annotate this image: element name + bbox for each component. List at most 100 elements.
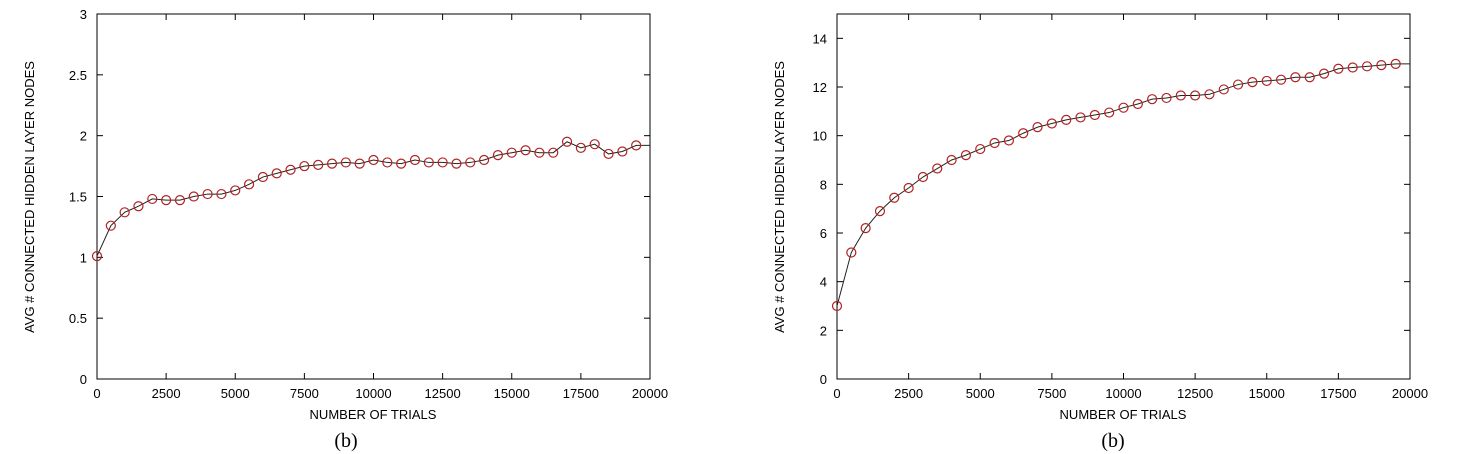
data-point [603, 148, 614, 160]
y-tick-label: 0.5 [69, 311, 87, 326]
data-point [506, 147, 517, 158]
data-point [1147, 94, 1158, 105]
chart-panel-right: 0 2500 5000 7500 10000 12500 15000 17500 20000 0 2… [740, 0, 1440, 454]
data-point [1204, 89, 1215, 100]
data-point [368, 154, 379, 166]
data-point [575, 142, 586, 153]
chart-panel-left: 0 2500 5000 7500 10000 12500 15000 17500 20000 0 0… [0, 0, 700, 454]
data-point [1361, 61, 1373, 72]
y-axis-label: AVG # CONNECTED HIDDEN LAYER NODES [22, 61, 37, 333]
data-point [1261, 75, 1272, 87]
x-tick-label: 0 [93, 386, 100, 401]
data-point [520, 145, 531, 156]
x-tick-label: 5000 [966, 386, 995, 401]
data-point [1118, 102, 1129, 113]
data-point [846, 247, 857, 258]
data-point [1304, 72, 1315, 83]
data-point [133, 201, 144, 212]
y-tick-label: 3 [80, 7, 87, 22]
data-point [230, 185, 241, 196]
y-tick-label: 6 [820, 226, 827, 241]
data-point [271, 168, 282, 179]
data-point [1347, 62, 1358, 73]
data-point [561, 136, 573, 147]
x-tick-label: 15000 [1249, 386, 1285, 401]
data-point [1089, 109, 1100, 121]
data-point [1318, 68, 1330, 79]
x-tick-label: 7500 [290, 386, 319, 401]
data-point [1061, 114, 1072, 125]
data-point [465, 157, 476, 168]
y-tick-label: 10 [813, 129, 827, 144]
x-tick-label: 17500 [563, 386, 599, 401]
x-tick-label: 2500 [894, 386, 923, 401]
data-point [396, 158, 407, 169]
data-point [1018, 128, 1029, 139]
data-point [548, 147, 559, 158]
data-point [1233, 79, 1244, 90]
plot-frame [96, 13, 651, 380]
data-point [492, 150, 504, 161]
y-tick-label: 4 [820, 275, 827, 290]
data-point [216, 188, 227, 200]
data-point [1290, 72, 1301, 83]
data-point [1218, 84, 1229, 95]
x-axis-label: NUMBER OF TRIALS [1060, 407, 1187, 422]
data-point [1333, 63, 1344, 74]
data-point [188, 191, 199, 202]
y-tick-label: 1 [80, 250, 87, 265]
chart-caption: (b) [334, 430, 358, 452]
x-tick-label: 5000 [221, 386, 250, 401]
data-point [119, 207, 130, 218]
data-point [975, 143, 986, 155]
y-tick-label: 2 [820, 323, 827, 338]
data-point [1003, 135, 1014, 146]
data-point [1046, 118, 1057, 129]
y-tick-label: 2.5 [69, 68, 87, 83]
x-tick-label: 15000 [494, 386, 530, 401]
data-point [631, 140, 642, 151]
data-point [1032, 122, 1043, 133]
x-tick-label: 12500 [1177, 386, 1213, 401]
chart-caption: (b) [1101, 430, 1125, 452]
x-tick-label: 7500 [1037, 386, 1066, 401]
data-point [174, 195, 186, 206]
data-point [903, 182, 914, 194]
data-point [313, 159, 324, 170]
y-tick-label: 8 [820, 177, 827, 192]
data-point [423, 157, 434, 168]
x-tick-label: 10000 [1105, 386, 1141, 401]
x-tick-label: 0 [833, 386, 840, 401]
data-point [917, 171, 929, 183]
data-point [932, 163, 943, 174]
data-point [989, 137, 1000, 149]
data-point [1132, 98, 1143, 110]
data-point [1376, 59, 1387, 71]
data-point [91, 251, 103, 262]
data-point [589, 139, 600, 150]
data-point [1104, 107, 1115, 118]
data-point [960, 150, 972, 161]
data-point [1175, 90, 1186, 101]
y-tick-label: 0 [80, 372, 87, 387]
chart-left: 0 2500 5000 7500 10000 12500 15000 17500 20000 0 0… [22, 7, 668, 422]
data-point [147, 193, 158, 205]
data-point [451, 158, 462, 169]
data-point [831, 300, 843, 312]
data-point [326, 158, 338, 169]
data-point [437, 157, 448, 168]
data-point [534, 147, 545, 158]
data-point [382, 157, 393, 168]
data-point [1275, 74, 1287, 85]
data-point [860, 223, 871, 234]
x-tick-label: 20000 [632, 386, 668, 401]
series-line [836, 63, 1410, 307]
y-tick-label: 1.5 [69, 190, 87, 205]
data-point [161, 195, 172, 206]
data-point [889, 192, 900, 203]
y-tick-label: 2 [80, 129, 87, 144]
x-axis-label: NUMBER OF TRIALS [310, 407, 437, 422]
data-point [479, 154, 490, 166]
y-axis-label: AVG # CONNECTED HIDDEN LAYER NODES [772, 61, 787, 333]
data-point [1075, 112, 1086, 123]
